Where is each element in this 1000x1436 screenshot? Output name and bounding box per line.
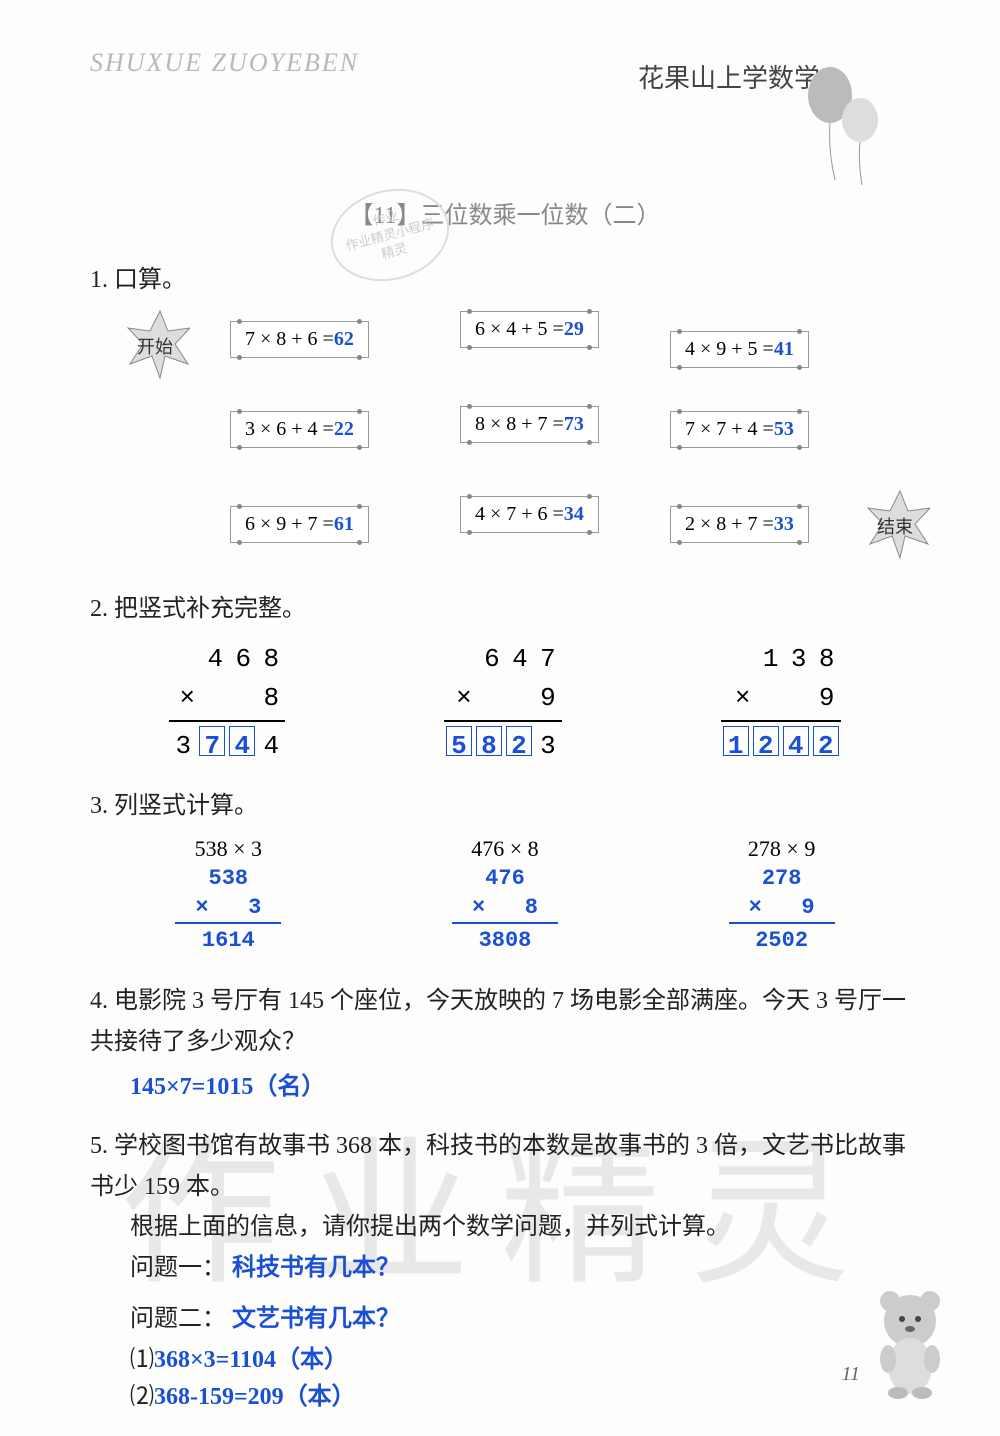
q5-q2-ans: 文艺书有几本？ — [232, 1306, 400, 1332]
end-star: 结束 — [860, 491, 930, 561]
vertical-calc: 476 × 8476× 83808 — [452, 836, 558, 953]
section-title: 【11】三位数乘一位数（二） — [90, 195, 920, 230]
q5-calc1: 368×3=1104（本） — [154, 1347, 348, 1373]
vertical-calc: 278 × 9278× 92502 — [729, 836, 835, 953]
q5-calc2: 368-159=209（本） — [154, 1384, 356, 1410]
header-title: 花果山上学数学 — [638, 58, 820, 95]
q5-q1-label: 问题一： — [130, 1255, 226, 1281]
start-star: 开始 — [120, 311, 190, 381]
q1-label: 1. 口算。 — [90, 260, 920, 301]
q5-calc1-label: ⑴ — [130, 1347, 154, 1373]
q5-q1-ans: 科技书有几本？ — [232, 1255, 400, 1281]
equation-box: 6 × 4 + 5 =29 — [460, 311, 599, 348]
q5-prompt: 根据上面的信息，请你提出两个数学问题，并列式计算。 — [130, 1207, 920, 1248]
header-pinyin: SHUXUE ZUOYEBEN — [90, 48, 359, 78]
vertical-math: 138×91242 — [721, 640, 841, 766]
equation-box: 8 × 8 + 7 =73 — [460, 406, 599, 443]
q2-row: 468×83744 647×95823 138×91242 — [90, 640, 920, 766]
equation-box: 3 × 6 + 4 =22 — [230, 411, 369, 448]
equation-box: 4 × 7 + 6 =34 — [460, 496, 599, 533]
vertical-calc: 538 × 3538× 31614 — [175, 836, 281, 953]
balloon-icon — [800, 60, 890, 195]
equation-box: 7 × 7 + 4 =53 — [670, 411, 809, 448]
equation-box: 2 × 8 + 7 =33 — [670, 506, 809, 543]
q3-label: 3. 列竖式计算。 — [90, 786, 920, 827]
q4-answer: 145×7=1015（名） — [130, 1074, 325, 1100]
q4-text: 4. 电影院 3 号厅有 145 个座位，今天放映的 7 场电影全部满座。今天 … — [90, 981, 920, 1063]
q5-q2-label: 问题二： — [130, 1306, 226, 1332]
q2-label: 2. 把竖式补充完整。 — [90, 589, 920, 630]
q5-text: 5. 学校图书馆有故事书 368 本，科技书的本数是故事书的 3 倍，文艺书比故… — [90, 1126, 920, 1208]
vertical-math: 647×95823 — [444, 640, 562, 766]
equation-box: 6 × 9 + 7 =61 — [230, 506, 369, 543]
q5-calc2-label: ⑵ — [130, 1384, 154, 1410]
q3-row: 538 × 3538× 31614 476 × 8476× 83808 278 × … — [90, 836, 920, 953]
equation-box: 4 × 9 + 5 =41 — [670, 331, 809, 368]
vertical-math: 468×83744 — [169, 640, 285, 766]
q1-grid: 开始 结束 7 × 8 + 6 =626 × 4 + 5 =294 × 9 + … — [130, 311, 920, 571]
equation-box: 7 × 8 + 6 =62 — [230, 321, 369, 358]
